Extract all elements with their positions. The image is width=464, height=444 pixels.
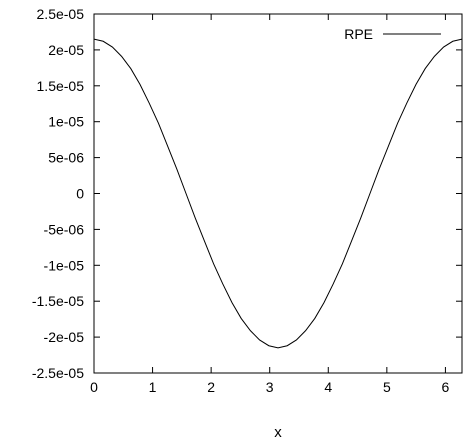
x-tick-label: 6	[442, 379, 450, 395]
x-tick-label: 2	[207, 379, 215, 395]
y-tick-label: 0	[76, 186, 84, 202]
y-tick-label: -1e-05	[44, 257, 85, 273]
x-axis-ticks	[93, 14, 446, 373]
x-axis-title: x	[274, 424, 282, 441]
legend: RPE	[344, 26, 441, 42]
y-tick-label: -5e-06	[44, 221, 85, 237]
y-tick-label: 2.5e-05	[37, 6, 85, 22]
y-tick-label: 1.5e-05	[37, 78, 85, 94]
y-tick-label: 1e-05	[48, 114, 84, 130]
x-tick-label: 3	[266, 379, 274, 395]
series-line-rpe	[93, 38, 463, 349]
plot-frame	[93, 13, 463, 374]
x-axis-tick-labels: 0 1 2 3 4 5 6	[90, 379, 449, 395]
y-axis-ticks	[94, 13, 462, 374]
y-tick-label: -2e-05	[44, 329, 85, 345]
x-tick-label: 4	[324, 379, 332, 395]
legend-label-rpe: RPE	[344, 26, 373, 42]
series-layer	[93, 38, 463, 349]
y-tick-label: 2e-05	[48, 42, 84, 58]
y-tick-label: 5e-06	[48, 150, 84, 166]
x-tick-label: 0	[90, 379, 98, 395]
y-tick-label: -2.5e-05	[32, 365, 84, 381]
x-tick-label: 1	[149, 379, 157, 395]
y-tick-label: -1.5e-05	[32, 293, 84, 309]
x-tick-label: 5	[383, 379, 391, 395]
y-axis-tick-labels: 2.5e-05 2e-05 1.5e-05 1e-05 5e-06 0 -5e-06 -1e-…	[32, 6, 84, 381]
